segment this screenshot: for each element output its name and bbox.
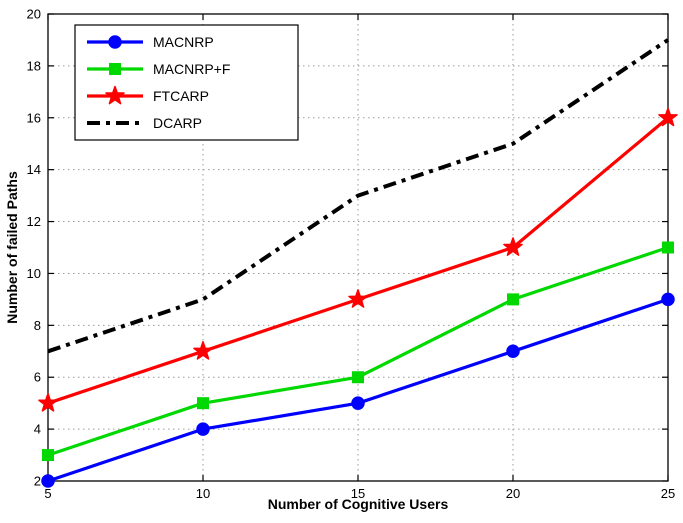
y-tick-label: 2 (34, 474, 41, 489)
marker-square (109, 63, 121, 75)
marker-square (507, 293, 519, 306)
marker-square (197, 397, 209, 410)
y-tick-label: 4 (34, 422, 41, 437)
x-tick-label: 25 (661, 486, 675, 501)
legend-label: MACNRP (153, 34, 214, 50)
marker-circle (108, 35, 122, 49)
marker-circle (41, 474, 55, 488)
marker-star (105, 85, 125, 105)
x-tick-label: 10 (196, 486, 210, 501)
marker-circle (196, 422, 210, 436)
marker-star (348, 289, 368, 308)
legend-item-FTCARP: FTCARP (87, 85, 209, 105)
y-tick-label: 16 (27, 110, 41, 125)
y-tick-label: 12 (27, 214, 41, 229)
marker-star (38, 392, 58, 412)
legend-item-MACNRP+F: MACNRP+F (87, 61, 230, 77)
x-axis-label: Number of Cognitive Users (267, 496, 449, 512)
marker-star (193, 341, 213, 360)
marker-circle (661, 292, 675, 307)
marker-square (42, 449, 54, 462)
legend-label: DCARP (153, 115, 202, 131)
x-tick-label: 15 (351, 486, 365, 501)
marker-square (352, 371, 364, 384)
y-tick-label: 10 (27, 266, 41, 281)
marker-star (503, 237, 523, 256)
legend: MACNRP MACNRP+F FTCARP DCARP (74, 24, 299, 141)
x-tick-label: 20 (506, 486, 520, 501)
legend-label: FTCARP (153, 88, 209, 104)
legend-label: MACNRP+F (153, 61, 230, 77)
marker-star (658, 107, 678, 127)
y-tick-label: 6 (34, 370, 41, 385)
legend-item-DCARP: DCARP (87, 115, 202, 131)
y-tick-label: 8 (34, 318, 41, 333)
x-tick-label: 5 (44, 486, 51, 501)
marker-square (662, 241, 674, 254)
y-tick-label: 18 (27, 58, 41, 73)
legend-item-MACNRP: MACNRP (87, 34, 214, 50)
y-tick-label: 20 (27, 7, 41, 22)
y-tick-label: 14 (27, 162, 41, 177)
y-axis-label: Number of failed Paths (4, 171, 20, 324)
marker-circle (506, 344, 520, 359)
marker-circle (351, 396, 365, 410)
series-line-MACNRP+F (47, 245, 669, 457)
series-line-DCARP (47, 38, 670, 354)
